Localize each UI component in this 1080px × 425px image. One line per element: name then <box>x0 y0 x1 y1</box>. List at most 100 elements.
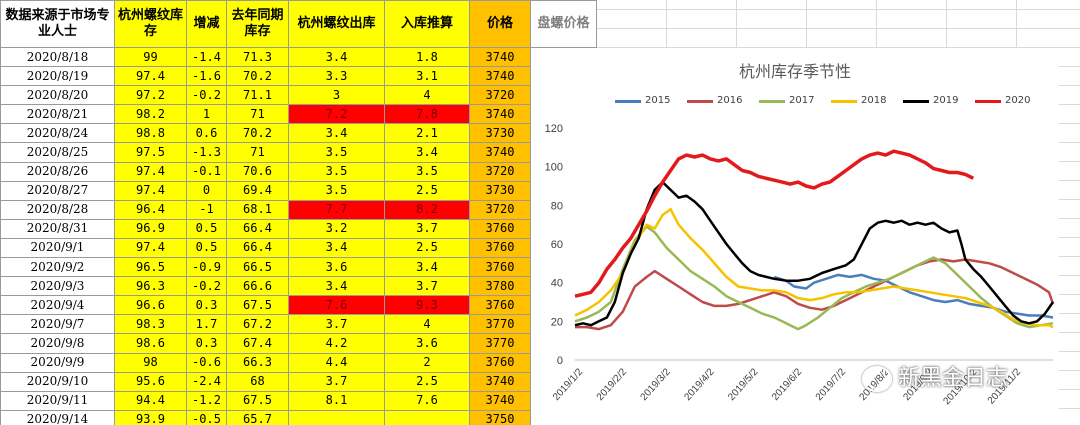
cell-out[interactable]: 3.4 <box>288 276 385 297</box>
cell-change[interactable]: 0.5 <box>186 237 227 259</box>
cell-out[interactable]: 3.7 <box>288 371 385 392</box>
cell-in[interactable]: 3.4 <box>384 257 470 278</box>
seasonality-chart[interactable]: 杭州库存季节性 2015 2016 2017 2018 2019 2020 0 20 40 60… <box>531 48 1059 425</box>
table-row[interactable]: 2020/9/8 98.6 0.3 67.4 4.2 3.6 3770 <box>0 333 597 354</box>
cell-date[interactable]: 2020/8/31 <box>0 218 115 239</box>
table-row[interactable]: 2020/9/4 96.6 0.3 67.5 7.6 9.3 3760 <box>0 295 597 316</box>
series-line-2020[interactable] <box>574 149 975 298</box>
cell-price[interactable]: 3770 <box>469 314 531 335</box>
cell-in[interactable]: 4 <box>384 85 470 106</box>
table-row[interactable]: 2020/9/10 95.6 -2.4 68 3.7 2.5 3740 <box>0 371 597 392</box>
cell-stock[interactable]: 97.4 <box>114 180 187 201</box>
cell-out[interactable]: 3.3 <box>288 66 385 87</box>
cell-in[interactable]: 8.2 <box>384 199 470 220</box>
cell-last-year[interactable]: 71.1 <box>226 85 289 106</box>
table-row[interactable]: 2020/9/2 96.5 -0.9 66.5 3.6 3.4 3760 <box>0 257 597 278</box>
table-row[interactable]: 2020/9/14 93.9 -0.5 65.7 3750 <box>0 409 597 425</box>
cell-stock[interactable]: 98 <box>114 352 187 373</box>
cell-last-year[interactable]: 66.6 <box>226 276 289 297</box>
cell-out[interactable]: 7.6 <box>288 295 385 316</box>
cell-last-year[interactable]: 71 <box>226 142 289 163</box>
table-row[interactable]: 2020/8/21 98.2 1 71 7.2 7.8 3740 <box>0 104 597 125</box>
cell-stock[interactable]: 97.5 <box>114 142 187 163</box>
cell-price[interactable]: 3760 <box>469 352 531 373</box>
cell-price[interactable]: 3760 <box>469 257 531 278</box>
cell-date[interactable]: 2020/9/1 <box>0 237 115 259</box>
cell-last-year[interactable]: 69.4 <box>226 180 289 201</box>
table-row[interactable]: 2020/8/26 97.4 -0.1 70.6 3.5 3.5 3720 <box>0 161 597 182</box>
header-hz-outbound[interactable]: 杭州螺纹出库 <box>288 0 385 48</box>
cell-price[interactable]: 3740 <box>469 46 531 68</box>
cell-date[interactable]: 2020/8/21 <box>0 104 115 125</box>
cell-date[interactable]: 2020/9/10 <box>0 371 115 392</box>
cell-price[interactable]: 3730 <box>469 180 531 201</box>
cell-price[interactable]: 3770 <box>469 333 531 354</box>
cell-last-year[interactable]: 66.3 <box>226 352 289 373</box>
cell-out[interactable]: 3.5 <box>288 161 385 182</box>
table-row[interactable]: 2020/8/18 99 -1.4 71.3 3.4 1.8 3740 <box>0 46 597 68</box>
cell-change[interactable]: -1.3 <box>186 142 227 163</box>
cell-out[interactable]: 3.2 <box>288 218 385 239</box>
cell-price[interactable]: 3740 <box>469 142 531 163</box>
cell-in[interactable]: 3.1 <box>384 66 470 87</box>
cell-in[interactable]: 2.5 <box>384 237 470 259</box>
cell-price[interactable]: 3720 <box>469 85 531 106</box>
cell-price[interactable]: 3740 <box>469 390 531 411</box>
cell-change[interactable]: -0.1 <box>186 161 227 182</box>
cell-change[interactable]: 0.3 <box>186 333 227 354</box>
cell-out[interactable]: 3.4 <box>288 46 385 68</box>
table-row[interactable]: 2020/9/3 96.3 -0.2 66.6 3.4 3.7 3780 <box>0 276 597 297</box>
cell-stock[interactable]: 96.9 <box>114 218 187 239</box>
cell-out[interactable]: 3.6 <box>288 257 385 278</box>
cell-change[interactable]: 0 <box>186 180 227 201</box>
cell-last-year[interactable]: 67.5 <box>226 390 289 411</box>
cell-out[interactable]: 3.5 <box>288 180 385 201</box>
cell-date[interactable]: 2020/9/9 <box>0 352 115 373</box>
table-row[interactable]: 2020/8/25 97.5 -1.3 71 3.5 3.4 3740 <box>0 142 597 163</box>
cell-in[interactable]: 4 <box>384 314 470 335</box>
cell-stock[interactable]: 96.4 <box>114 199 187 220</box>
cell-last-year[interactable]: 71 <box>226 104 289 125</box>
cell-change[interactable]: -1 <box>186 199 227 220</box>
cell-change[interactable]: 0.5 <box>186 218 227 239</box>
cell-stock[interactable]: 96.3 <box>114 276 187 297</box>
cell-out[interactable]: 3.4 <box>288 123 385 144</box>
cell-date[interactable]: 2020/9/3 <box>0 276 115 297</box>
cell-date[interactable]: 2020/8/25 <box>0 142 115 163</box>
cell-stock[interactable]: 94.4 <box>114 390 187 411</box>
cell-stock[interactable]: 99 <box>114 46 187 68</box>
table-row[interactable]: 2020/8/20 97.2 -0.2 71.1 3 4 3720 <box>0 85 597 106</box>
cell-date[interactable]: 2020/8/18 <box>0 46 115 68</box>
cell-last-year[interactable]: 67.4 <box>226 333 289 354</box>
cell-in[interactable]: 7.8 <box>384 104 470 125</box>
cell-change[interactable]: 0.6 <box>186 123 227 144</box>
cell-price[interactable]: 3740 <box>469 66 531 87</box>
cell-change[interactable]: -0.9 <box>186 257 227 278</box>
header-price[interactable]: 价格 <box>469 0 531 48</box>
cell-price[interactable]: 3740 <box>469 104 531 125</box>
cell-price[interactable]: 3780 <box>469 276 531 297</box>
cell-date[interactable]: 2020/8/20 <box>0 85 115 106</box>
cell-last-year[interactable]: 66.4 <box>226 218 289 239</box>
table-row[interactable]: 2020/9/1 97.4 0.5 66.4 3.4 2.5 3760 <box>0 237 597 259</box>
cell-change[interactable]: -1.2 <box>186 390 227 411</box>
cell-date[interactable]: 2020/9/14 <box>0 409 115 425</box>
cell-price[interactable]: 3760 <box>469 295 531 316</box>
header-change[interactable]: 增减 <box>186 0 227 48</box>
cell-last-year[interactable]: 66.4 <box>226 237 289 259</box>
header-inbound-estimate[interactable]: 入库推算 <box>384 0 470 48</box>
series-line-2015[interactable] <box>773 273 1054 319</box>
cell-last-year[interactable]: 67.2 <box>226 314 289 335</box>
cell-in[interactable]: 3.7 <box>384 276 470 297</box>
series-line-2016[interactable] <box>575 258 1055 331</box>
cell-date[interactable]: 2020/8/27 <box>0 180 115 201</box>
cell-last-year[interactable]: 65.7 <box>226 409 289 425</box>
cell-date[interactable]: 2020/8/19 <box>0 66 115 87</box>
cell-price[interactable]: 3720 <box>469 199 531 220</box>
cell-change[interactable]: -1.4 <box>186 46 227 68</box>
cell-stock[interactable]: 98.8 <box>114 123 187 144</box>
cell-last-year[interactable]: 71.3 <box>226 46 289 68</box>
cell-date[interactable]: 2020/9/4 <box>0 295 115 316</box>
cell-out[interactable]: 4.4 <box>288 352 385 373</box>
cell-stock[interactable]: 96.5 <box>114 257 187 278</box>
